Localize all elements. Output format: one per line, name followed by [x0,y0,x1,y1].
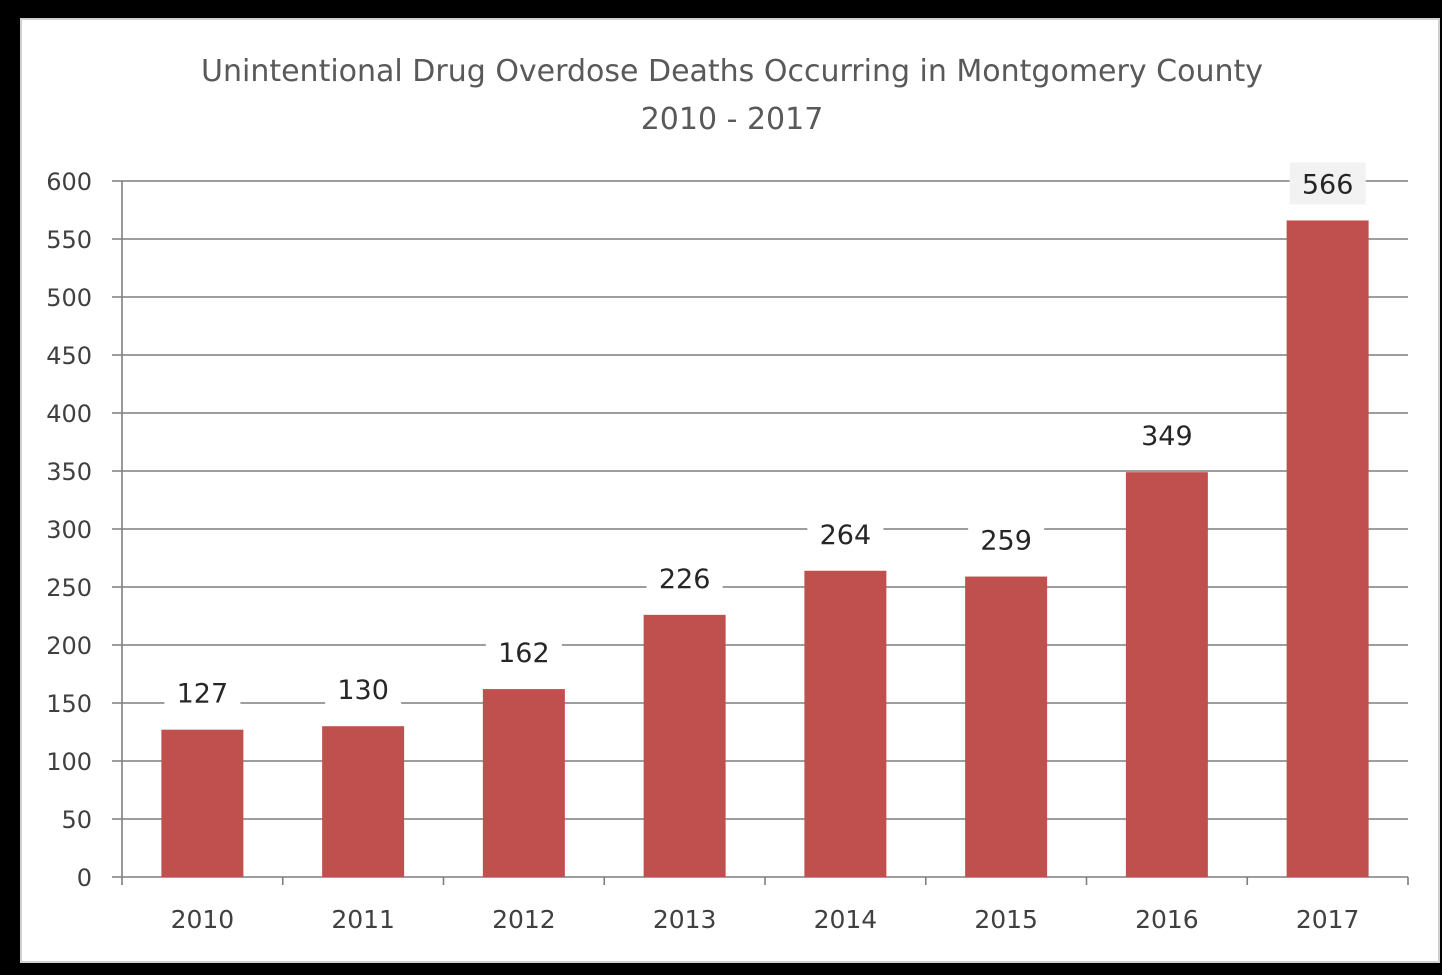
y-tick-label: 150 [46,690,92,718]
bar [1286,220,1369,877]
data-label: 130 [337,675,389,706]
bar [804,570,887,877]
data-label-background [807,512,884,555]
y-tick-label: 550 [46,226,92,254]
data-label-background [325,668,402,711]
y-tick-label: 200 [46,632,92,660]
bar [965,576,1048,877]
chart-subtitle: 2010 - 2017 [641,102,824,137]
y-tick-label: 250 [46,574,92,602]
data-label: 566 [1302,169,1354,200]
y-tick-label: 300 [46,516,92,544]
bars: 127 130 162 226 264 259 349 566 [161,162,1369,877]
y-tick-label: 600 [46,168,92,196]
y-tick-label: 100 [46,748,92,776]
data-label-background [485,631,562,674]
y-tick-label: 500 [46,284,92,312]
data-label-background [1128,414,1205,457]
y-tick-label: 350 [46,458,92,486]
y-tick-label: 0 [77,864,92,892]
bar [482,689,565,877]
data-label: 162 [498,638,550,669]
data-label: 259 [980,526,1032,557]
y-tick-label: 50 [61,806,92,834]
bar [643,614,726,877]
x-tick-label: 2017 [1296,905,1360,934]
data-label: 349 [1141,421,1193,452]
data-label: 264 [820,520,872,551]
x-tick-label: 2016 [1135,905,1199,934]
data-label: 127 [177,679,229,710]
gridlines [112,180,1409,885]
x-axis-ticks: 2010 2011 2012 2013 2014 2015 2016 2017 [171,905,1360,934]
bar [322,726,405,877]
x-tick-label: 2011 [331,905,395,934]
data-label: 226 [659,564,711,595]
x-tick-label: 2012 [492,905,556,934]
data-label-background [646,556,723,599]
bar [1125,472,1208,877]
chart-title: Unintentional Drug Overdose Deaths Occur… [201,54,1263,89]
y-axis-ticks: 0 50 100 150 200 250 300 350 400 450 500 550 600 [46,168,92,892]
x-tick-label: 2013 [653,905,717,934]
x-tick-label: 2014 [814,905,878,934]
data-label-background [968,518,1045,561]
data-label-background [164,671,241,714]
y-tick-label: 450 [46,342,92,370]
x-tick-label: 2015 [974,905,1038,934]
data-label-background [1289,162,1366,205]
x-tick-label: 2010 [171,905,235,934]
bar [161,729,244,877]
y-tick-label: 400 [46,400,92,428]
